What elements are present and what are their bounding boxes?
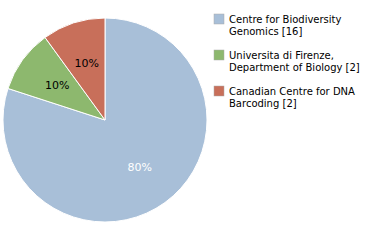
legend: Centre for BiodiversityGenomics [16] Univ…: [214, 14, 360, 109]
chart: 80% 10% 10% Centre for BiodiversityGenomics…: [0, 0, 380, 240]
legend-label: Canadian Centre for DNABarcoding [2]: [229, 86, 355, 109]
pie-slice: [3, 18, 207, 222]
legend-swatch: [214, 14, 224, 24]
legend-swatch: [214, 86, 224, 96]
data-label: 80%: [128, 161, 152, 174]
pie-slice: [45, 18, 105, 120]
legend-item: Universita di Firenze,Department of Biol…: [214, 50, 360, 73]
data-label: 10%: [45, 79, 69, 92]
legend-item: Canadian Centre for DNABarcoding [2]: [214, 86, 355, 109]
legend-item: Centre for BiodiversityGenomics [16]: [214, 14, 342, 37]
data-labels: 80% 10% 10%: [45, 57, 152, 174]
data-label: 10%: [74, 57, 98, 70]
pie: [3, 18, 207, 222]
legend-swatch: [214, 50, 224, 60]
legend-label: Universita di Firenze,Department of Biol…: [229, 50, 360, 73]
legend-label: Centre for BiodiversityGenomics [16]: [229, 14, 342, 37]
